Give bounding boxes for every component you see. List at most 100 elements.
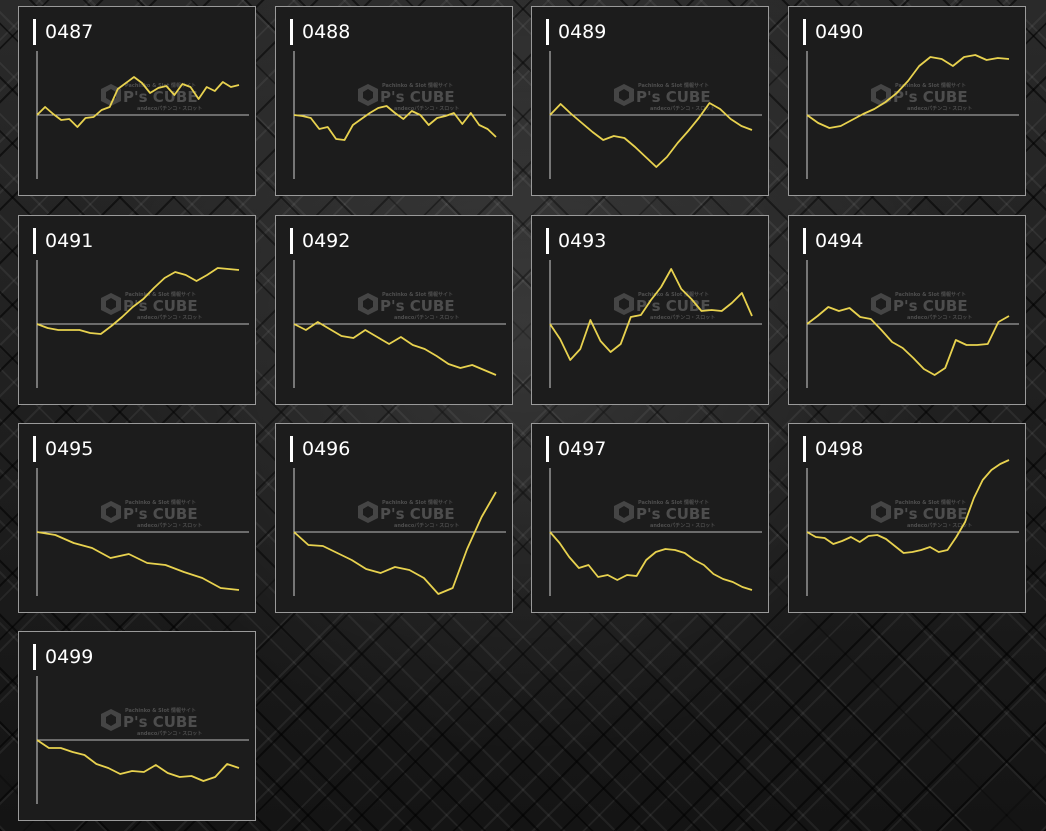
slump-line [549, 268, 753, 361]
watermark-tagline: Pachinko & Slot 情報サイト [895, 291, 966, 298]
watermark-brand: P's CUBE [123, 713, 198, 731]
slump-line [549, 531, 753, 591]
graph-card[interactable]: Pachinko & Slot 情報サイト P's CUBE andecoパチンコ・… [18, 423, 256, 613]
cube-logo-icon [614, 501, 634, 523]
watermark-brand: P's CUBE [123, 88, 198, 106]
graph-card[interactable]: Pachinko & Slot 情報サイト P's CUBE andecoパチンコ・… [18, 215, 256, 405]
graph-card[interactable]: Pachinko & Slot 情報サイト P's CUBE andecoパチンコ・… [788, 6, 1026, 196]
watermark-tagline: Pachinko & Slot 情報サイト [382, 82, 453, 89]
graph-card[interactable]: Pachinko & Slot 情報サイト P's CUBE andecoパチンコ・… [275, 215, 513, 405]
watermark-brand: P's CUBE [893, 88, 968, 106]
slump-line [293, 321, 497, 376]
slump-line [36, 739, 240, 782]
cube-logo-icon [871, 84, 891, 106]
cube-logo-icon [101, 84, 121, 106]
cube-logo-icon [871, 293, 891, 315]
cube-logo-icon [101, 293, 121, 315]
watermark-sub: andecoパチンコ・スロット [907, 314, 972, 321]
cube-logo-icon [614, 293, 634, 315]
machine-number-label: 0497 [546, 436, 606, 462]
watermark-sub: andecoパチンコ・スロット [650, 105, 715, 112]
watermark-brand: P's CUBE [893, 505, 968, 523]
machine-number-label: 0498 [803, 436, 863, 462]
slump-line [549, 102, 753, 168]
watermark-tagline: Pachinko & Slot 情報サイト [638, 82, 709, 89]
watermark-sub: andecoパチンコ・スロット [137, 522, 202, 529]
graph-card[interactable]: Pachinko & Slot 情報サイト P's CUBE andecoパチンコ・… [788, 423, 1026, 613]
watermark-sub: andecoパチンコ・スロット [907, 522, 972, 529]
watermark-brand: P's CUBE [636, 297, 711, 315]
graph-card[interactable]: Pachinko & Slot 情報サイト P's CUBE andecoパチンコ・… [275, 6, 513, 196]
cube-logo-icon [358, 501, 378, 523]
watermark-brand: P's CUBE [123, 505, 198, 523]
watermark-brand: P's CUBE [380, 88, 455, 106]
graph-card[interactable]: Pachinko & Slot 情報サイト P's CUBE andecoパチンコ・… [275, 423, 513, 613]
watermark-tagline: Pachinko & Slot 情報サイト [125, 499, 196, 506]
watermark-sub: andecoパチンコ・スロット [650, 314, 715, 321]
watermark-brand: P's CUBE [636, 88, 711, 106]
watermark-sub: andecoパチンコ・スロット [907, 105, 972, 112]
machine-number-label: 0488 [290, 19, 350, 45]
cube-logo-icon [358, 84, 378, 106]
machine-number-label: 0496 [290, 436, 350, 462]
watermark-sub: andecoパチンコ・スロット [137, 730, 202, 737]
graph-card[interactable]: Pachinko & Slot 情報サイト P's CUBE andecoパチンコ・… [788, 215, 1026, 405]
watermark-tagline: Pachinko & Slot 情報サイト [895, 499, 966, 506]
watermark-brand: P's CUBE [123, 297, 198, 315]
machine-number-label: 0492 [290, 228, 350, 254]
slump-line [36, 267, 240, 335]
machine-number-label: 0487 [33, 19, 93, 45]
machine-number-label: 0491 [33, 228, 93, 254]
watermark-tagline: Pachinko & Slot 情報サイト [125, 82, 196, 89]
watermark-sub: andecoパチンコ・スロット [137, 105, 202, 112]
slump-line [36, 531, 240, 591]
slump-line [293, 105, 497, 141]
watermark-tagline: Pachinko & Slot 情報サイト [638, 499, 709, 506]
watermark-tagline: Pachinko & Slot 情報サイト [125, 707, 196, 714]
watermark-tagline: Pachinko & Slot 情報サイト [382, 291, 453, 298]
graph-card[interactable]: Pachinko & Slot 情報サイト P's CUBE andecoパチンコ・… [531, 423, 769, 613]
watermark-tagline: Pachinko & Slot 情報サイト [638, 291, 709, 298]
slump-line [806, 306, 1010, 376]
graph-card[interactable]: Pachinko & Slot 情報サイト P's CUBE andecoパチンコ・… [18, 631, 256, 821]
watermark-sub: andecoパチンコ・スロット [137, 314, 202, 321]
slump-line [293, 491, 497, 595]
machine-number-label: 0495 [33, 436, 93, 462]
machine-number-label: 0490 [803, 19, 863, 45]
cube-logo-icon [358, 293, 378, 315]
watermark-sub: andecoパチンコ・スロット [394, 105, 459, 112]
slump-line [36, 76, 240, 128]
cube-logo-icon [871, 501, 891, 523]
machine-number-label: 0494 [803, 228, 863, 254]
cube-logo-icon [101, 501, 121, 523]
watermark-brand: P's CUBE [893, 297, 968, 315]
graph-card[interactable]: Pachinko & Slot 情報サイト P's CUBE andecoパチンコ・… [18, 6, 256, 196]
graph-card[interactable]: Pachinko & Slot 情報サイト P's CUBE andecoパチンコ・… [531, 6, 769, 196]
watermark-brand: P's CUBE [380, 297, 455, 315]
watermark-brand: P's CUBE [380, 505, 455, 523]
graph-card[interactable]: Pachinko & Slot 情報サイト P's CUBE andecoパチンコ・… [531, 215, 769, 405]
